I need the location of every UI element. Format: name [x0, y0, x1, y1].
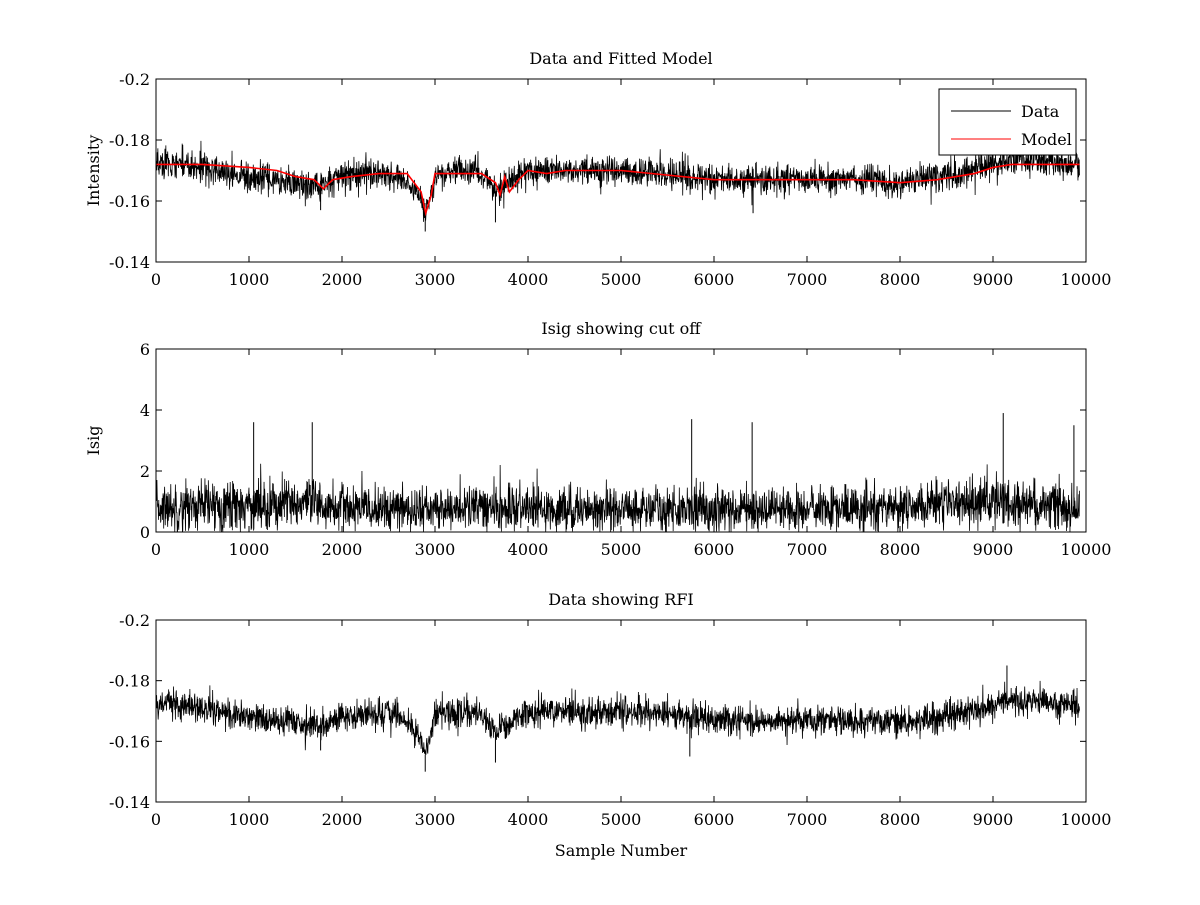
y-tick-label: -0.2 [119, 611, 150, 630]
x-tick-label: 9000 [973, 270, 1014, 289]
x-tick-label: 4000 [508, 270, 549, 289]
x-tick-label: 3000 [415, 270, 456, 289]
legend-label-data: Data [1021, 102, 1060, 121]
x-tick-label: 6000 [694, 540, 735, 559]
x-tick-label: 3000 [415, 540, 456, 559]
y-axis-label: Intensity [84, 135, 103, 207]
x-tick-label: 8000 [880, 810, 921, 829]
x-tick-label: 8000 [880, 540, 921, 559]
subplot-1: 0 1000 2000 3000 4000 5000 6000 7000 8000 9000 100… [84, 49, 1111, 289]
x-tick-label: 4000 [508, 810, 549, 829]
x-tick-label: 0 [151, 810, 161, 829]
x-tick-label: 9000 [973, 810, 1014, 829]
x-tick-label: 0 [151, 540, 161, 559]
x-axis-label: Sample Number [555, 841, 688, 860]
y-tick-label: 6 [140, 340, 150, 359]
x-tick-label: 5000 [601, 540, 642, 559]
y-tick-label: 0 [140, 523, 150, 542]
x-tick-label: 1000 [229, 810, 270, 829]
series-data-line [156, 137, 1080, 222]
series-data-line [156, 680, 1080, 755]
x-tick-label: 8000 [880, 270, 921, 289]
x-tick-label: 0 [151, 270, 161, 289]
legend-box [938, 88, 1077, 156]
x-tick-label: 10000 [1061, 540, 1112, 559]
x-tick-label: 1000 [229, 540, 270, 559]
subplot-title: Data showing RFI [548, 590, 693, 609]
x-tick-label: 5000 [601, 810, 642, 829]
x-tick-label: 7000 [787, 540, 828, 559]
legend-label-model: Model [1021, 130, 1072, 149]
subplot-3: 0 1000 2000 3000 4000 5000 6000 7000 8000 9000 100… [109, 590, 1111, 860]
y-tick-label: -0.14 [109, 253, 150, 272]
x-tick-label: 9000 [973, 540, 1014, 559]
series-model-line [156, 163, 1080, 217]
x-tick-label: 10000 [1061, 270, 1112, 289]
y-tick-label: -0.2 [119, 70, 150, 89]
x-tick-label: 5000 [601, 270, 642, 289]
x-tick-label: 2000 [322, 540, 363, 559]
series-isig-line [156, 463, 1080, 532]
x-tick-label: 6000 [694, 810, 735, 829]
y-tick-label: -0.18 [109, 131, 150, 150]
x-tick-label: 6000 [694, 270, 735, 289]
x-tick-label: 2000 [322, 270, 363, 289]
y-tick-label: 4 [140, 401, 150, 420]
x-tick-label: 3000 [415, 810, 456, 829]
y-tick-label: -0.16 [109, 732, 150, 751]
x-tick-label: 7000 [787, 270, 828, 289]
x-tick-label: 1000 [229, 270, 270, 289]
plot-area [156, 413, 1080, 532]
legend: Data Model [938, 88, 1077, 156]
x-tick-label: 4000 [508, 540, 549, 559]
y-tick-label: -0.14 [109, 793, 150, 812]
x-tick-label: 2000 [322, 810, 363, 829]
y-axis-label: Isig [84, 426, 103, 456]
x-tick-label: 7000 [787, 810, 828, 829]
y-tick-label: -0.16 [109, 192, 150, 211]
y-tick-label: 2 [140, 462, 150, 481]
y-tick-label: -0.18 [109, 672, 150, 691]
subplot-2: 0 1000 2000 3000 4000 5000 6000 7000 8000 9000 100… [84, 319, 1111, 559]
x-tick-label: 10000 [1061, 810, 1112, 829]
plot-area [156, 665, 1080, 772]
subplot-title: Isig showing cut off [541, 319, 702, 338]
subplot-title: Data and Fitted Model [529, 49, 712, 68]
